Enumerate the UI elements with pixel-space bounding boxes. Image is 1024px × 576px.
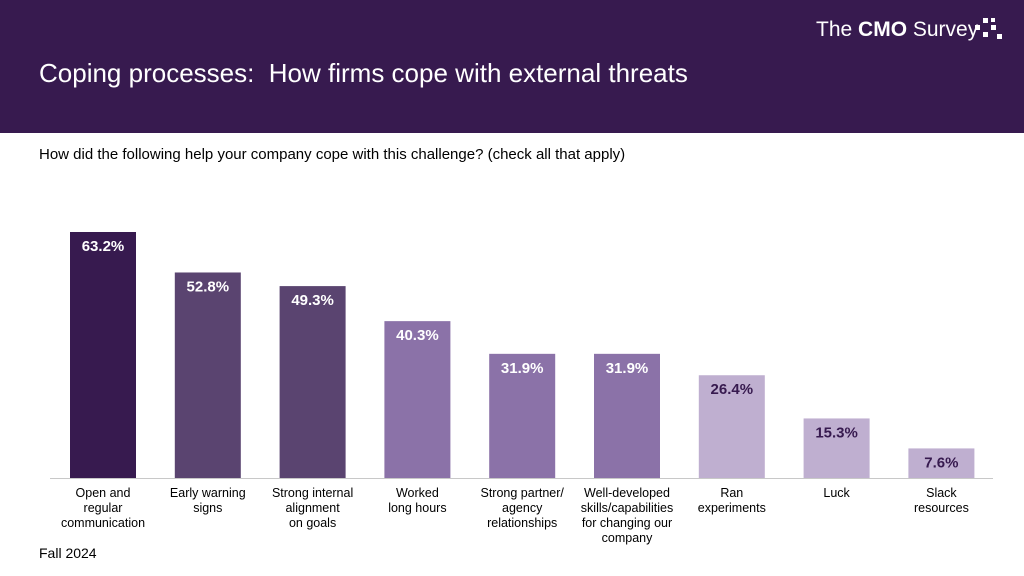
logo-suffix: Survey xyxy=(907,18,979,41)
bar-7 xyxy=(698,375,765,478)
bar-value-label: 31.9% xyxy=(606,360,649,377)
page-title: Coping processes: How firms cope with ex… xyxy=(39,58,688,88)
bar-value-label: 26.4% xyxy=(711,381,754,398)
logo-prefix: The xyxy=(816,18,859,41)
bar-value-label: 52.8% xyxy=(187,278,230,295)
logo-bold: CMO xyxy=(858,18,908,41)
survey-question: How did the following help your company … xyxy=(39,146,626,163)
bar-value-label: 40.3% xyxy=(396,327,439,344)
bar-value-label: 15.3% xyxy=(815,424,858,441)
category-label: Ran experiments xyxy=(698,486,766,515)
header-banner: Coping processes: How firms cope with ex… xyxy=(0,0,1024,133)
bar-4 xyxy=(384,321,451,478)
bar-1 xyxy=(70,232,136,478)
footer-date: Fall 2024 xyxy=(39,545,97,561)
bar-value-label: 7.6% xyxy=(924,454,958,471)
category-label: Strong internal alignment on goals xyxy=(272,486,353,530)
bar-8 xyxy=(803,418,870,478)
bar-value-label: 63.2% xyxy=(82,238,125,255)
bar-value-label: 49.3% xyxy=(291,292,334,309)
category-label: Open and regular communication xyxy=(61,486,145,530)
category-label: Slack resources xyxy=(914,486,969,515)
bars-group: 63.2% Open and regular communication 52.8% Ea… xyxy=(61,232,975,545)
bar-value-label: 31.9% xyxy=(501,360,544,377)
category-label: Worked long hours xyxy=(388,486,446,515)
logo-dots-icon xyxy=(975,18,1002,39)
cmo-survey-logo: The CMO Survey xyxy=(816,18,978,42)
bar-6 xyxy=(594,353,660,478)
category-label: Strong partner/agency relationships xyxy=(481,486,565,530)
category-label: Early warning signs xyxy=(170,486,246,515)
category-label: Luck xyxy=(823,486,850,500)
category-label: Well-developed skills/capabilities for cha… xyxy=(581,486,673,545)
bar-5 xyxy=(489,353,556,478)
bar-2 xyxy=(174,272,241,478)
bar-9 xyxy=(908,448,975,478)
bar-3 xyxy=(279,286,346,478)
